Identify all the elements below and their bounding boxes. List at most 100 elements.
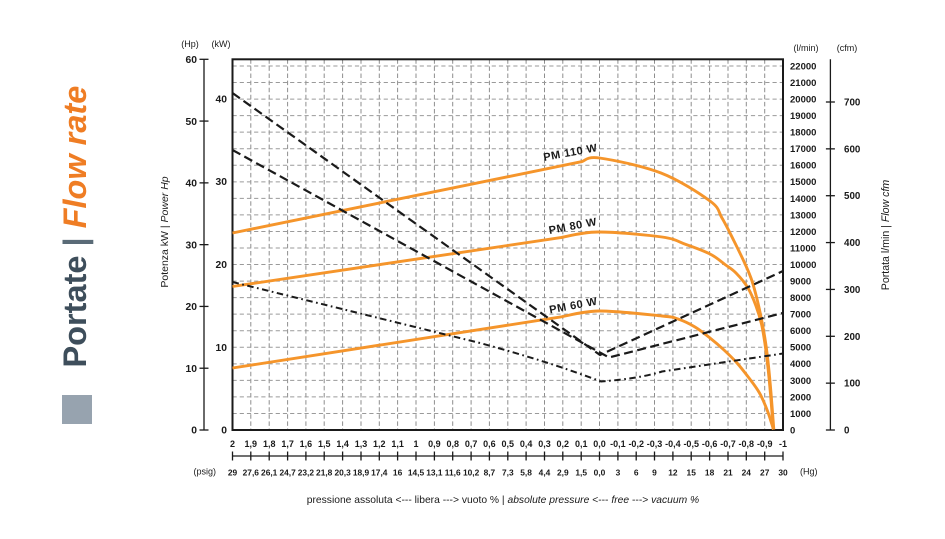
svg-text:1,4: 1,4 xyxy=(336,439,349,449)
svg-text:5,8: 5,8 xyxy=(520,468,532,478)
svg-text:0: 0 xyxy=(191,426,197,437)
svg-text:0,7: 0,7 xyxy=(465,439,478,449)
svg-text:10: 10 xyxy=(186,364,198,375)
svg-text:(Hp): (Hp) xyxy=(181,39,199,49)
svg-text:-0,1: -0,1 xyxy=(610,439,626,449)
svg-text:18,9: 18,9 xyxy=(353,468,370,478)
svg-text:-1: -1 xyxy=(779,439,787,449)
svg-text:8,7: 8,7 xyxy=(484,468,496,478)
svg-text:10000: 10000 xyxy=(790,260,816,271)
svg-text:-0,7: -0,7 xyxy=(720,439,736,449)
svg-text:50: 50 xyxy=(186,117,198,128)
svg-text:-0,3: -0,3 xyxy=(647,439,663,449)
svg-text:6: 6 xyxy=(634,468,639,478)
svg-text:27,6: 27,6 xyxy=(243,468,260,478)
svg-text:23,2: 23,2 xyxy=(298,468,315,478)
svg-text:1,2: 1,2 xyxy=(373,439,386,449)
svg-text:40: 40 xyxy=(186,179,198,190)
svg-text:3000: 3000 xyxy=(790,376,811,387)
svg-text:0,1: 0,1 xyxy=(575,439,588,449)
svg-text:0,5: 0,5 xyxy=(502,439,515,449)
svg-text:30: 30 xyxy=(216,177,228,188)
svg-text:24: 24 xyxy=(742,468,752,478)
svg-text:3: 3 xyxy=(616,468,621,478)
svg-text:21: 21 xyxy=(723,468,733,478)
svg-text:1,9: 1,9 xyxy=(245,439,258,449)
svg-text:11,6: 11,6 xyxy=(445,468,461,478)
svg-text:400: 400 xyxy=(844,238,861,249)
svg-text:17000: 17000 xyxy=(790,144,816,155)
svg-text:15: 15 xyxy=(687,468,697,478)
svg-text:1,1: 1,1 xyxy=(391,439,404,449)
svg-text:27: 27 xyxy=(760,468,770,478)
svg-text:60: 60 xyxy=(186,55,198,66)
svg-text:0,0: 0,0 xyxy=(594,468,606,478)
svg-text:9: 9 xyxy=(652,468,657,478)
svg-text:0,0: 0,0 xyxy=(593,439,606,449)
svg-text:17,4: 17,4 xyxy=(371,468,388,478)
svg-text:20: 20 xyxy=(216,260,228,271)
svg-text:600: 600 xyxy=(844,144,861,155)
svg-text:16: 16 xyxy=(393,468,403,478)
svg-text:1,8: 1,8 xyxy=(263,439,276,449)
svg-text:21,8: 21,8 xyxy=(316,468,333,478)
svg-text:0,9: 0,9 xyxy=(428,439,441,449)
svg-text:1,5: 1,5 xyxy=(318,439,331,449)
svg-text:18000: 18000 xyxy=(790,128,816,139)
svg-text:-0,5: -0,5 xyxy=(683,439,699,449)
svg-text:-0,4: -0,4 xyxy=(665,439,681,449)
svg-text:15000: 15000 xyxy=(790,177,816,188)
svg-text:19000: 19000 xyxy=(790,111,816,122)
svg-text:16000: 16000 xyxy=(790,161,816,172)
svg-text:22000: 22000 xyxy=(790,61,816,72)
svg-text:12: 12 xyxy=(668,468,678,478)
svg-text:0,4: 0,4 xyxy=(520,439,533,449)
svg-text:2,9: 2,9 xyxy=(557,468,569,478)
svg-text:1,5: 1,5 xyxy=(575,468,587,478)
svg-text:(kW): (kW) xyxy=(212,39,231,49)
svg-text:11000: 11000 xyxy=(790,243,816,254)
svg-text:6000: 6000 xyxy=(790,326,811,337)
svg-text:13000: 13000 xyxy=(790,210,816,221)
svg-text:40: 40 xyxy=(216,94,228,105)
svg-text:1: 1 xyxy=(413,439,418,449)
svg-text:13,1: 13,1 xyxy=(426,468,443,478)
svg-text:200: 200 xyxy=(844,332,861,343)
svg-text:9000: 9000 xyxy=(790,276,811,287)
svg-text:-0,9: -0,9 xyxy=(757,439,773,449)
svg-text:30: 30 xyxy=(186,240,198,251)
svg-text:0: 0 xyxy=(790,425,795,436)
svg-text:Potenza kW | Power Hp: Potenza kW | Power Hp xyxy=(159,176,171,287)
svg-text:0: 0 xyxy=(221,426,227,437)
svg-text:100: 100 xyxy=(844,379,861,390)
svg-text:7,3: 7,3 xyxy=(502,468,514,478)
svg-text:500: 500 xyxy=(844,191,861,202)
svg-text:1,7: 1,7 xyxy=(281,439,294,449)
svg-text:700: 700 xyxy=(844,98,861,109)
svg-text:8000: 8000 xyxy=(790,293,811,304)
svg-text:2000: 2000 xyxy=(790,392,811,403)
svg-text:5000: 5000 xyxy=(790,343,811,354)
svg-text:(Hg): (Hg) xyxy=(800,467,818,477)
svg-text:20,3: 20,3 xyxy=(334,468,351,478)
svg-text:0,6: 0,6 xyxy=(483,439,496,449)
svg-text:30: 30 xyxy=(778,468,788,478)
svg-text:1000: 1000 xyxy=(790,409,811,420)
svg-text:Portate | Flow rate: Portate | Flow rate xyxy=(57,86,93,368)
svg-text:4000: 4000 xyxy=(790,359,811,370)
svg-text:0,2: 0,2 xyxy=(557,439,570,449)
svg-text:20000: 20000 xyxy=(790,94,816,105)
svg-text:14000: 14000 xyxy=(790,194,816,205)
svg-text:26,1: 26,1 xyxy=(261,468,278,478)
svg-text:18: 18 xyxy=(705,468,715,478)
svg-text:24,7: 24,7 xyxy=(279,468,296,478)
svg-text:2: 2 xyxy=(230,439,235,449)
svg-text:0,8: 0,8 xyxy=(446,439,459,449)
svg-text:29: 29 xyxy=(228,468,238,478)
svg-text:1,3: 1,3 xyxy=(355,439,368,449)
svg-text:Portata l/min | Flow cfm: Portata l/min | Flow cfm xyxy=(880,180,892,291)
svg-text:(l/min): (l/min) xyxy=(794,43,819,53)
svg-text:300: 300 xyxy=(844,285,861,296)
svg-text:1,6: 1,6 xyxy=(300,439,313,449)
svg-text:-0,6: -0,6 xyxy=(702,439,718,449)
